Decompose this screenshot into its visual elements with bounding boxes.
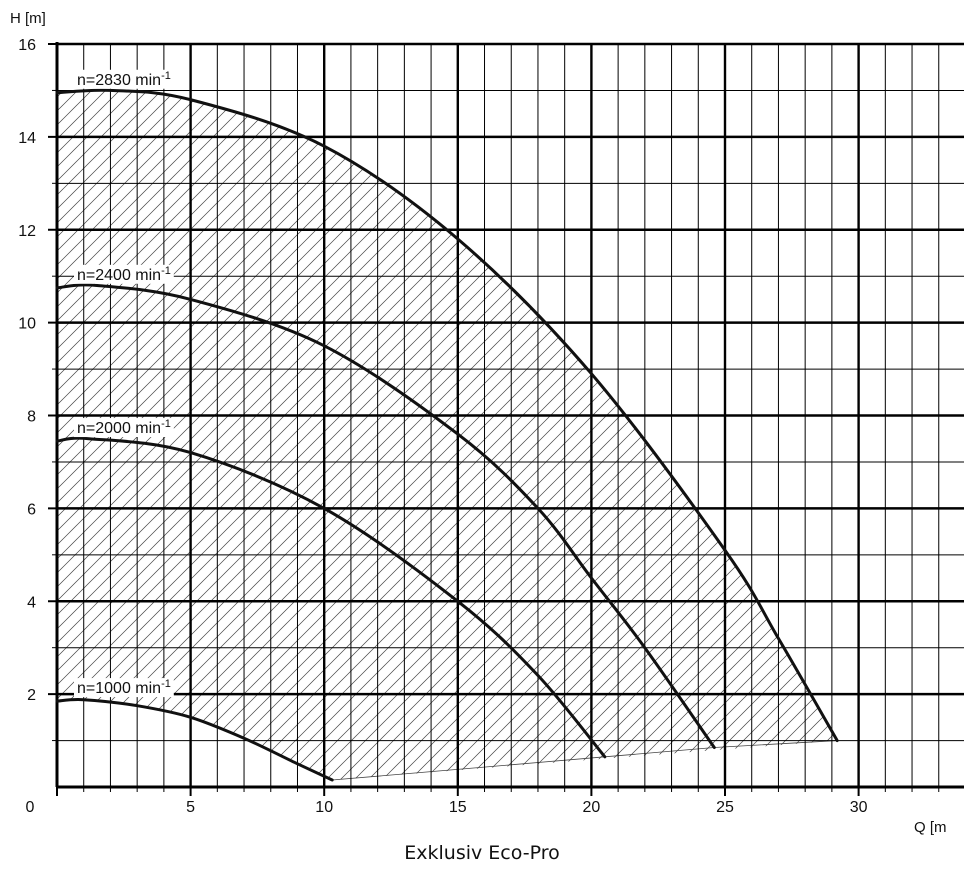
x-tick-label: 15	[449, 799, 467, 816]
operating-range-area	[57, 90, 838, 780]
curve-label-background	[74, 264, 174, 284]
curve-label-background	[74, 418, 174, 438]
y-axis-label: H [m]	[10, 10, 46, 27]
x-tick-label: 30	[850, 799, 868, 816]
x-tick-label: 20	[583, 799, 601, 816]
curve-label-superscript: -1	[161, 265, 171, 277]
curve-label-background	[74, 678, 174, 698]
curve-label-superscript: -1	[161, 678, 171, 690]
curve-label-1: n=2400 min-1	[77, 265, 171, 284]
x-tick-label: 10	[315, 799, 333, 816]
curve-label-superscript: -1	[161, 418, 171, 430]
y-tick-label: 2	[27, 687, 36, 704]
pump-curves	[55, 88, 839, 782]
operating-range-bottom-edge	[332, 740, 838, 781]
curve-label-2: n=2000 min-1	[77, 418, 171, 437]
y-tick-label: 4	[27, 594, 36, 611]
curve-label-3: n=1000 min-1	[77, 678, 171, 697]
y-tick-label: 10	[18, 316, 36, 333]
x-axis-label: Q [m	[914, 819, 947, 836]
pump-curve-2	[55, 436, 607, 759]
chart-caption: Exklusiv Eco-Pro	[404, 842, 560, 864]
curve-labels: n=2830 min-1 n=2400 min-1 n=2000 min-1 n=10…	[74, 69, 174, 698]
tick-labels: 0 5 10 15 20 25 30 2 4 6 8 10 12 14 16	[18, 37, 867, 816]
pump-curve-1	[55, 283, 716, 749]
y-tick-label: 14	[18, 130, 36, 147]
x-tick-label: 5	[186, 799, 195, 816]
y-tick-label: 8	[27, 409, 36, 426]
y-tick-label: 6	[27, 501, 36, 518]
y-tick-label: 12	[18, 223, 36, 240]
origin-tick-label: 0	[26, 799, 35, 816]
chart-axes	[48, 42, 964, 796]
pump-curve-0	[55, 88, 839, 743]
y-tick-label: 16	[18, 37, 36, 54]
curve-label-superscript: -1	[161, 70, 171, 82]
x-tick-label: 25	[716, 799, 734, 816]
operating-range-hatch	[57, 90, 838, 781]
chart-grid	[57, 42, 964, 787]
pump-curve-3	[55, 698, 334, 782]
curve-label-background	[74, 69, 174, 89]
curve-label-0: n=2830 min-1	[77, 70, 171, 89]
